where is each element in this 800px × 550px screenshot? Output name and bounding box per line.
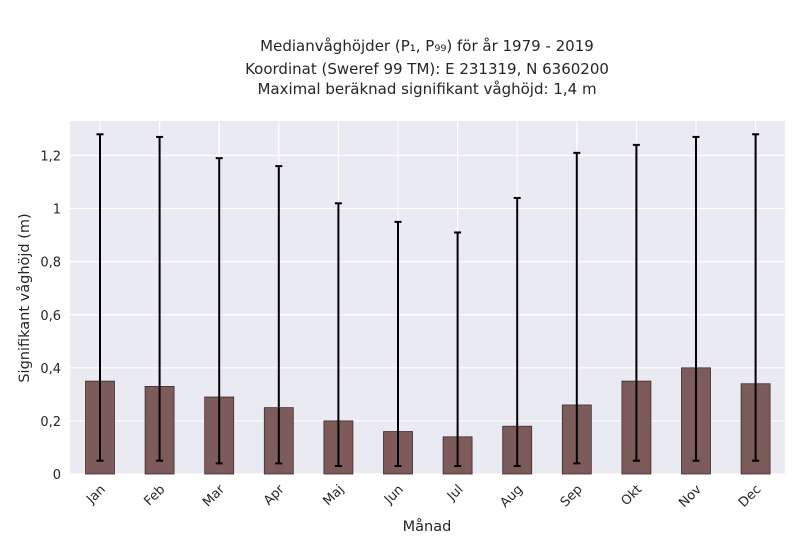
x-tick-label-mar: Mar <box>200 482 228 510</box>
error-bar-jul <box>454 231 462 468</box>
plot-area <box>70 121 785 474</box>
error-bar-feb <box>156 135 164 462</box>
chart-title: Medianvåghöjder (P₁, P₉₉) för år 1979 - … <box>245 37 609 98</box>
x-tick-label-maj: Maj <box>321 482 348 509</box>
y-tick-label: 0,6 <box>40 309 61 324</box>
y-axis-label: Signifikant våghöjd (m) <box>16 213 33 382</box>
title-line-3: Maximal beräknad signifikant våghöjd: 1,… <box>257 80 596 98</box>
y-tick-label: 1 <box>53 203 61 218</box>
error-bar-aug <box>513 196 521 468</box>
error-bar-maj <box>334 202 342 468</box>
error-bar-apr <box>275 165 283 465</box>
x-tick-label-jun: Jun <box>381 482 407 508</box>
x-tick-label-feb: Feb <box>142 482 169 509</box>
y-tick-labels: 0 0,2 0,4 0,6 0,8 1 1,2 <box>40 150 61 483</box>
x-tick-label-sep: Sep <box>558 482 586 510</box>
error-bar-sep <box>573 151 581 465</box>
title-line-2: Koordinat (Sweref 99 TM): E 231319, N 63… <box>245 60 609 78</box>
x-tick-label-dec: Dec <box>736 482 764 510</box>
x-tick-label-okt: Okt <box>618 482 645 509</box>
error-bar-jun <box>394 220 402 468</box>
y-tick-label: 0,4 <box>40 362 61 377</box>
x-tick-labels: Jan Feb Mar Apr Maj Jun Jul Aug Sep Okt Nov Dec <box>83 482 764 511</box>
error-bar-nov <box>692 135 700 462</box>
y-tick-label: 0,8 <box>40 256 61 271</box>
title-line-1: Medianvåghöjder (P₁, P₉₉) för år 1979 - … <box>260 37 594 55</box>
y-tick-label: 0,2 <box>40 415 61 430</box>
x-tick-label-nov: Nov <box>676 482 705 511</box>
x-tick-label-jan: Jan <box>83 482 108 507</box>
y-tick-label: 1,2 <box>40 150 61 165</box>
error-bar-okt <box>632 143 640 462</box>
error-bar-dec <box>752 133 760 462</box>
x-tick-label-apr: Apr <box>261 482 288 509</box>
x-tick-label-aug: Aug <box>497 482 526 511</box>
error-bar-jan <box>96 133 104 462</box>
x-axis-label: Månad <box>403 518 452 535</box>
x-tick-label-jul: Jul <box>444 482 466 504</box>
error-bars <box>96 133 760 468</box>
error-bar-mar <box>215 157 223 465</box>
y-tick-label: 0 <box>53 468 61 483</box>
